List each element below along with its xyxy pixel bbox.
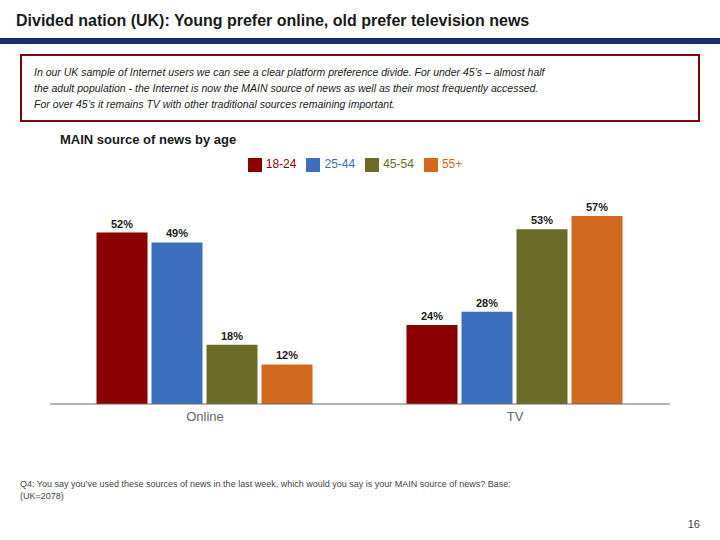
html-text:55+: 55+ xyxy=(441,157,463,171)
html-text:16: 16 xyxy=(687,518,700,530)
svg-text:57%: 57% xyxy=(586,201,608,213)
svg-text:28%: 28% xyxy=(476,297,498,309)
html-text:25-44: 25-44 xyxy=(324,157,356,171)
html-text:In our UK sample of Internet u: In our UK sample of Internet users we ca… xyxy=(34,66,545,110)
svg-text:24%: 24% xyxy=(421,310,443,322)
svg-text:18%: 18% xyxy=(221,330,243,342)
svg-text:TV: TV xyxy=(507,409,524,424)
svg-text:52%: 52% xyxy=(111,218,133,230)
html-text:45-54: 45-54 xyxy=(383,157,414,171)
svg-text:12%: 12% xyxy=(276,349,298,361)
svg-text:53%: 53% xyxy=(531,214,553,226)
html-text:MAIN source of news by age: MAIN source of news by age xyxy=(60,132,237,147)
svg-text:Online: Online xyxy=(186,409,224,424)
html-text:18-24: 18-24 xyxy=(265,157,297,171)
html-text:Q4: You say you’ve used these: Q4: You say you’ve used these sources of… xyxy=(20,479,511,501)
svg-text:49%: 49% xyxy=(166,227,188,239)
html-text:Divided nation (UK): Young pre: Divided nation (UK): Young prefer online… xyxy=(16,12,530,29)
